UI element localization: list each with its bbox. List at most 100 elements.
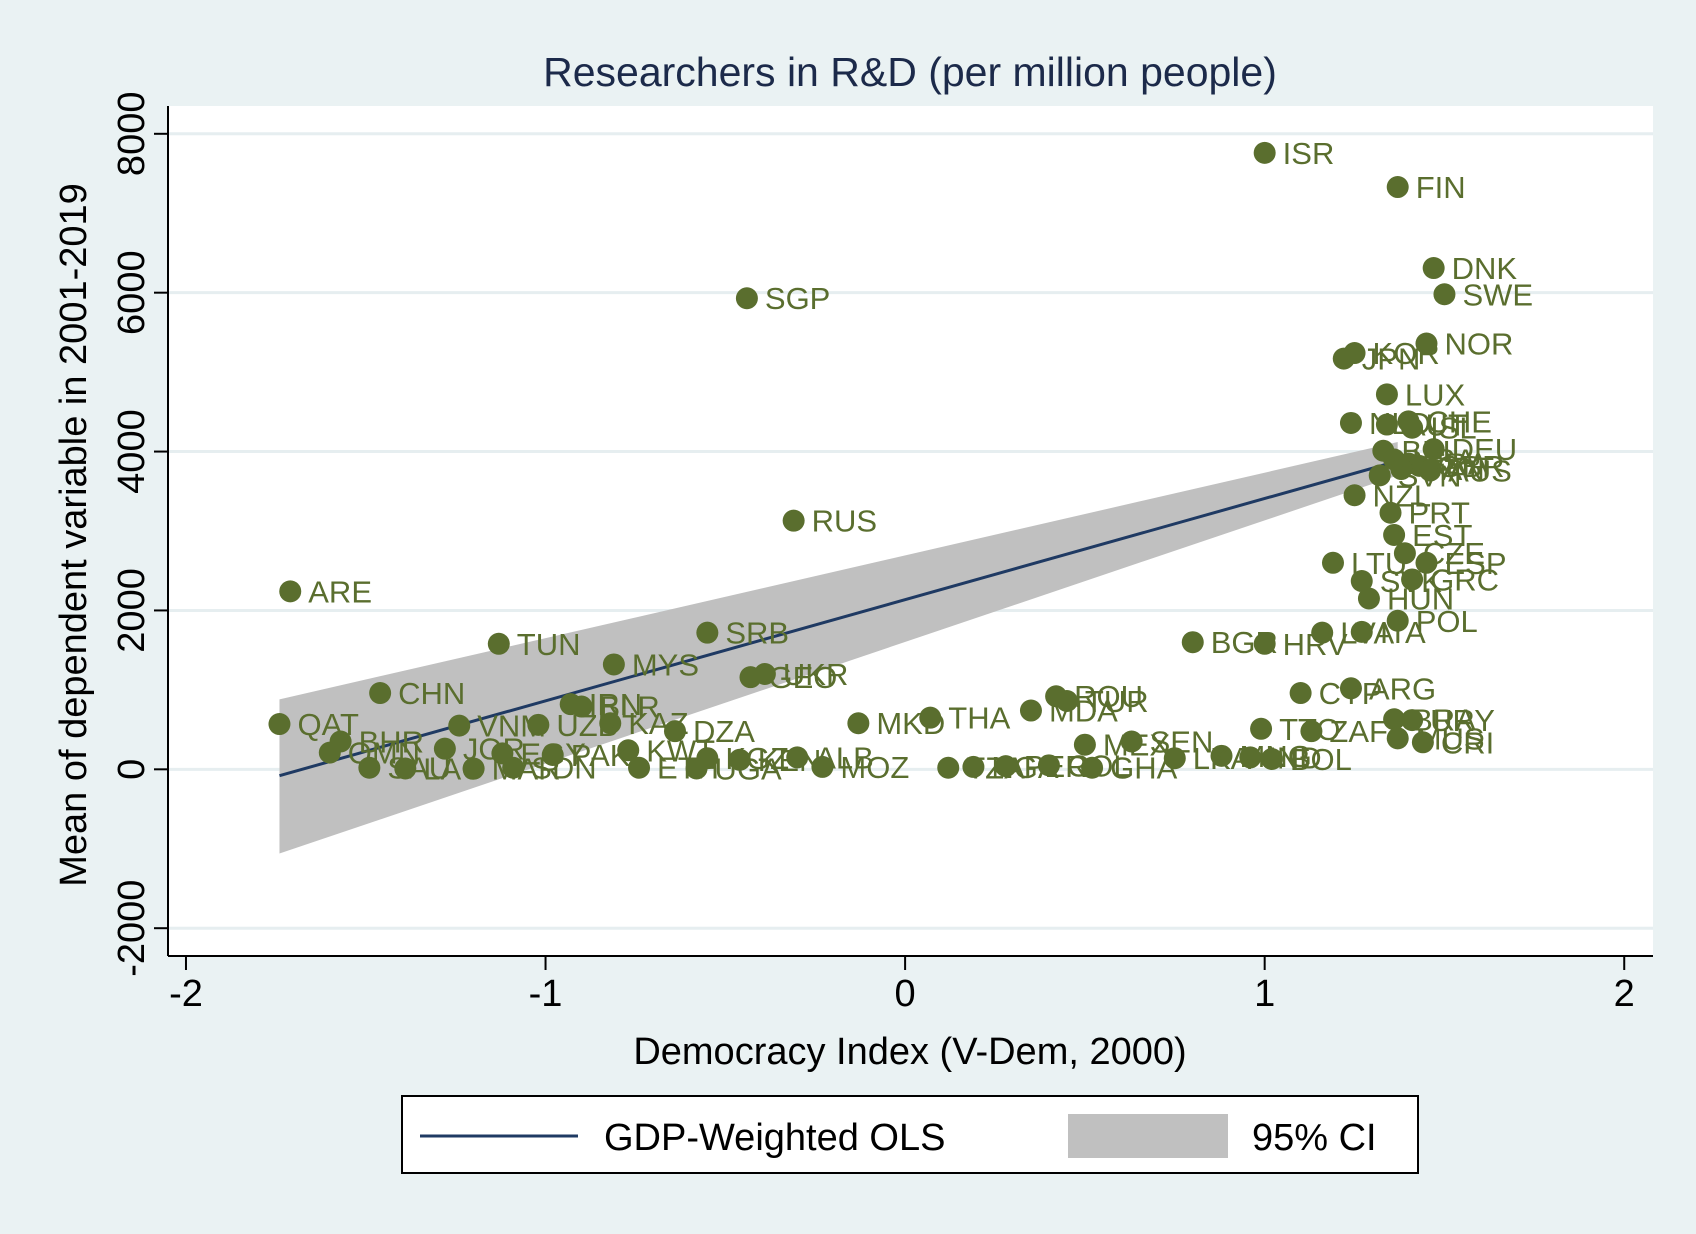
point-label-geo: GEO: [768, 660, 837, 695]
point-label-chn: CHN: [398, 676, 465, 711]
point-label-tur: TUR: [1085, 684, 1149, 719]
point-label-svn: SVN: [1398, 458, 1462, 493]
point-dnk: [1422, 257, 1445, 280]
point-aut: [1375, 413, 1398, 436]
point-label-est: EST: [1412, 518, 1472, 553]
point-label-mex: MEX: [1103, 728, 1171, 763]
y-axis-label: Mean of dependent variable in 2001-2019: [53, 183, 95, 887]
point-qat: [268, 713, 291, 736]
point-grc: [1401, 568, 1424, 591]
point-zaf: [1300, 720, 1323, 743]
x-tick-label: -1: [529, 973, 563, 1015]
x-tick-label: 2: [1614, 973, 1635, 1015]
point-sau: [358, 756, 381, 779]
point-eth: [628, 756, 651, 779]
point-hrv: [1253, 632, 1276, 655]
point-moz: [811, 755, 834, 778]
point-bra: [1383, 708, 1406, 731]
point-mda: [1019, 699, 1042, 722]
point-uga: [685, 757, 708, 780]
point-label-prt: PRT: [1409, 496, 1471, 531]
y-tick-label: -2000: [111, 880, 153, 977]
point-label-che: CHE: [1426, 404, 1491, 439]
point-label-bhr: BHR: [359, 725, 424, 760]
point-cri: [1411, 731, 1434, 754]
point-gha: [1081, 756, 1104, 779]
point-isr: [1253, 141, 1276, 164]
point-label-srb: SRB: [725, 616, 789, 651]
point-lao: [394, 757, 417, 780]
point-hun: [1357, 587, 1380, 610]
point-est: [1383, 523, 1406, 546]
point-label-bol: BOL: [1290, 742, 1352, 777]
point-kwt: [617, 739, 640, 762]
point-tun: [487, 632, 510, 655]
point-label-isr: ISR: [1283, 136, 1335, 171]
point-sdn: [502, 756, 525, 779]
point-arg: [1339, 677, 1362, 700]
point-nga: [962, 755, 985, 778]
point-sgp: [735, 287, 758, 310]
point-geo: [739, 666, 762, 689]
point-label-lka: LKA: [1193, 741, 1252, 776]
point-label-arg: ARG: [1369, 671, 1436, 706]
point-tto: [1250, 717, 1273, 740]
point-label-cri: CRI: [1441, 725, 1494, 760]
point-aus: [1419, 459, 1442, 482]
point-can: [1390, 458, 1413, 481]
point-uzb: [527, 713, 550, 736]
point-sen: [1120, 730, 1143, 753]
point-deu: [1422, 438, 1445, 461]
point-nld: [1339, 411, 1362, 434]
point-label-sgp: SGP: [765, 281, 830, 316]
point-label-mys: MYS: [632, 647, 699, 682]
point-label-col: COL: [1067, 748, 1131, 783]
point-label-ita: ITA: [1380, 615, 1426, 650]
y-ticks: -2000 0 2000 4000 6000 8000: [111, 92, 168, 977]
point-label-pak: PAK: [571, 738, 631, 773]
legend-label-ols: GDP-Weighted OLS: [604, 1117, 945, 1159]
point-pol: [1386, 609, 1409, 632]
point-label-esp: ESP: [1444, 546, 1506, 581]
point-label-tun: TUN: [517, 627, 581, 662]
point-blr: [570, 695, 593, 718]
point-tur: [1055, 690, 1078, 712]
point-label-sdn: SDN: [531, 751, 596, 786]
point-label-rus: RUS: [812, 504, 877, 539]
point-svn: [1368, 464, 1391, 487]
point-per: [994, 755, 1017, 778]
x-tick-label: 1: [1254, 973, 1275, 1015]
point-lka: [1163, 747, 1186, 770]
point-label-jpn: JPN: [1362, 342, 1421, 377]
point-mar: [462, 757, 485, 780]
point-label-tha: THA: [948, 701, 1010, 736]
point-mkd: [847, 712, 870, 735]
point-swe: [1433, 283, 1456, 306]
point-tha: [919, 706, 942, 729]
point-label-kor: KOR: [1373, 336, 1440, 371]
point-ind: [1239, 746, 1262, 769]
point-cyp: [1289, 682, 1312, 705]
point-mex: [1073, 733, 1096, 756]
point-label-ukr: UKR: [783, 657, 848, 692]
point-mys: [602, 653, 625, 676]
point-label-deu: DEU: [1452, 432, 1517, 467]
point-label-ury: URY: [1430, 703, 1495, 738]
point-label-aus: AUS: [1448, 454, 1512, 489]
point-label-mkd: MKD: [876, 706, 945, 741]
point-nor: [1415, 332, 1438, 355]
x-tick-label: -2: [169, 973, 203, 1015]
x-tick-label: 0: [895, 973, 916, 1015]
plot-area: [168, 106, 1653, 956]
point-omn: [318, 741, 341, 764]
point-tza: [937, 756, 960, 779]
point-nzl: [1343, 484, 1366, 507]
points-layer: ISRFINDNKSWESGPNORKORJPNLUXCHENLDAUTISLD…: [268, 136, 1533, 787]
point-esp: [1415, 551, 1438, 574]
point-mus: [1386, 727, 1409, 750]
point-ury: [1401, 709, 1424, 732]
point-label-dnk: DNK: [1452, 251, 1518, 286]
point-ita: [1350, 620, 1373, 643]
y-tick-label: 8000: [111, 92, 153, 177]
